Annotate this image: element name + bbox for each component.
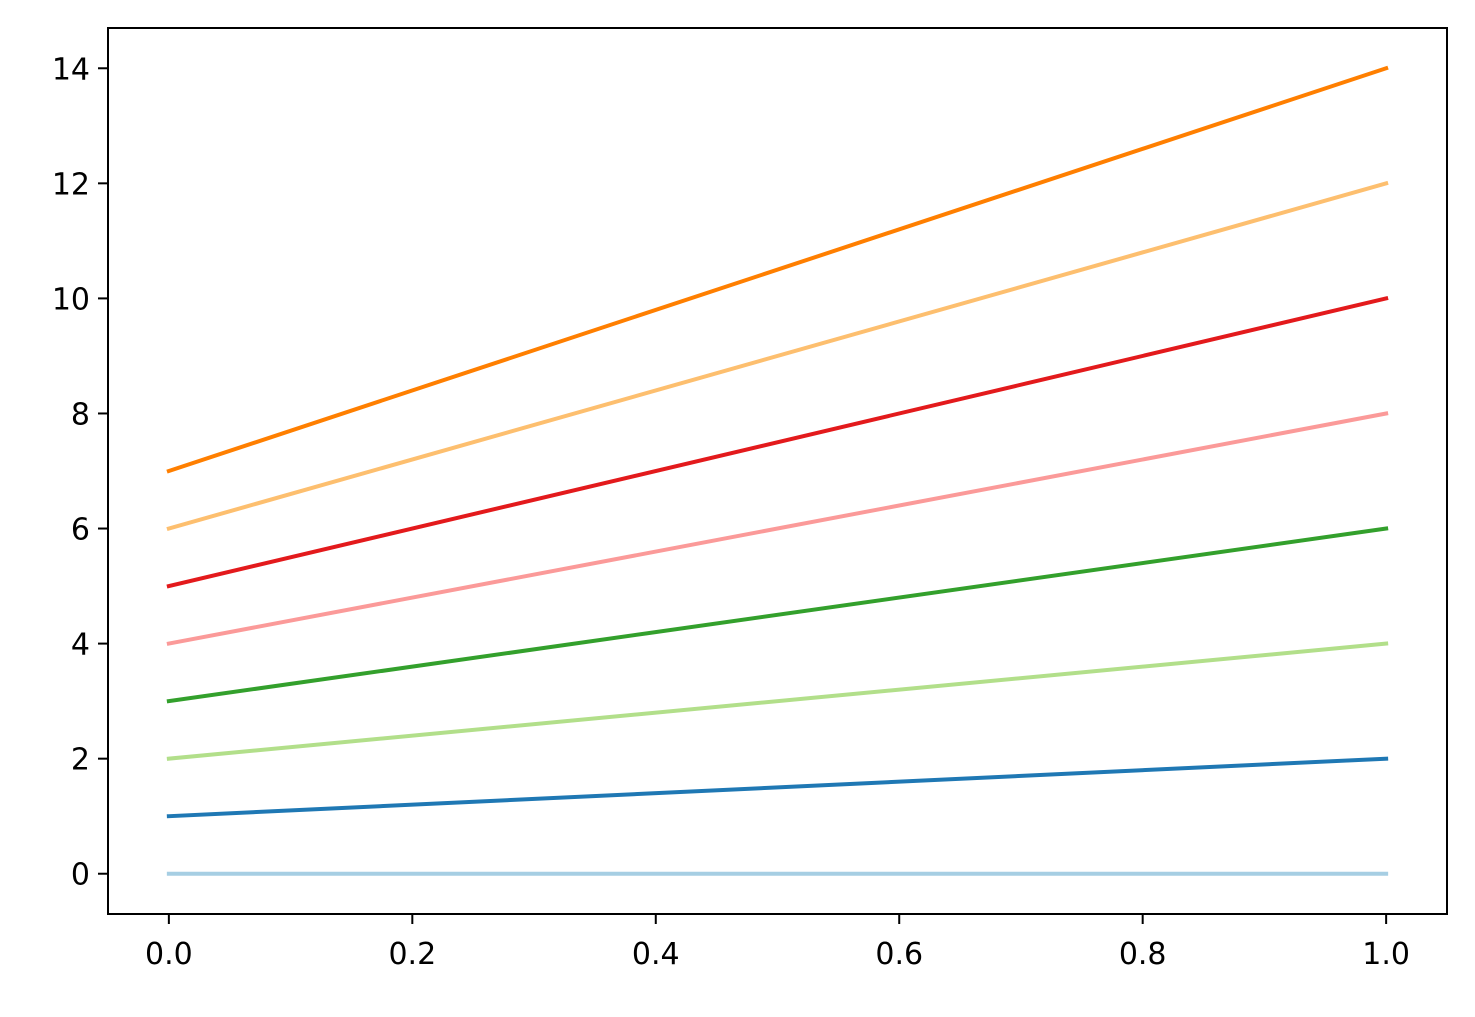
series-line-4: [166, 526, 1389, 704]
y-tick-label: 2: [71, 743, 90, 778]
y-tick-label: 14: [52, 52, 90, 87]
series-line-6: [166, 295, 1389, 589]
series-line-7: [166, 180, 1389, 531]
x-tick-label: 0.0: [145, 937, 193, 972]
plot-frame: [107, 27, 1448, 915]
y-tick-label: 4: [71, 628, 90, 663]
x-tick-label: 0.6: [875, 937, 923, 972]
series-layer: [166, 65, 1389, 876]
y-tick-label: 0: [71, 858, 90, 893]
y-tick-label: 6: [71, 513, 90, 548]
x-tick-label: 0.4: [632, 937, 680, 972]
series-line-3: [166, 641, 1389, 761]
y-tick-label: 10: [52, 282, 90, 317]
y-tick-label: 12: [52, 167, 90, 202]
x-tick-label: 1.0: [1362, 937, 1410, 972]
x-axis: 0.0 0.2 0.4 0.6 0.8 1.0: [145, 914, 1410, 972]
y-axis: 0 2 4 6 8 10 12 14: [52, 52, 108, 893]
series-line-5: [166, 411, 1389, 646]
series-line-2: [166, 756, 1389, 819]
x-tick-label: 0.8: [1119, 937, 1167, 972]
series-line-8: [166, 65, 1389, 474]
x-tick-label: 0.2: [388, 937, 436, 972]
y-tick-label: 8: [71, 397, 90, 432]
